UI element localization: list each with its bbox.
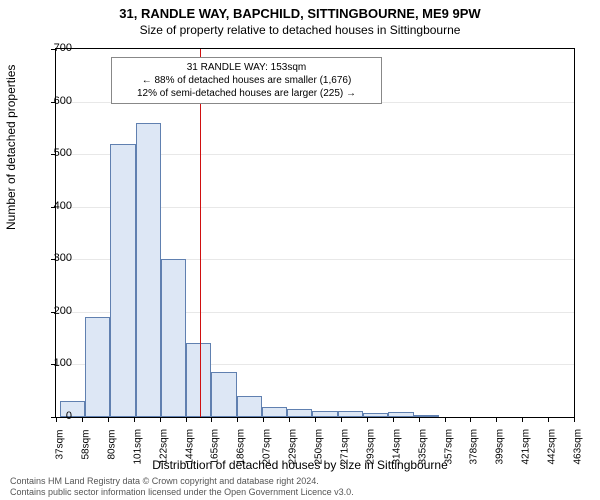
xtick-label: 165sqm	[210, 430, 221, 465]
histogram-bar	[161, 259, 186, 417]
xtick-mark	[108, 417, 109, 422]
histogram-bar	[262, 407, 287, 418]
xtick-mark	[315, 417, 316, 422]
xtick-label: 463sqm	[573, 430, 584, 465]
histogram-bar	[287, 409, 312, 417]
ytick-label: 100	[32, 357, 72, 369]
histogram-bar	[237, 396, 262, 417]
histogram-bar	[186, 343, 211, 417]
xtick-mark	[367, 417, 368, 422]
reference-line	[200, 49, 201, 417]
xtick-mark	[211, 417, 212, 422]
footer-line-2: Contains public sector information licen…	[10, 487, 354, 498]
xtick-label: 229sqm	[288, 430, 299, 465]
xtick-mark	[470, 417, 471, 422]
footer-line-1: Contains HM Land Registry data © Crown c…	[10, 476, 354, 487]
xtick-label: 421sqm	[521, 430, 532, 465]
xtick-mark	[289, 417, 290, 422]
histogram-bar	[110, 144, 135, 417]
ytick-label: 600	[32, 95, 72, 107]
ytick-label: 400	[32, 200, 72, 212]
info-line-3: 12% of semi-detached houses are larger (…	[137, 87, 356, 100]
xtick-label: 101sqm	[132, 430, 143, 465]
histogram-bar	[312, 411, 337, 417]
xtick-mark	[82, 417, 83, 422]
xtick-mark	[134, 417, 135, 422]
chart-container: 31, RANDLE WAY, BAPCHILD, SITTINGBOURNE,…	[0, 0, 600, 500]
xtick-mark	[574, 417, 575, 422]
xtick-mark	[237, 417, 238, 422]
ytick-label: 0	[32, 410, 72, 422]
xtick-label: 37sqm	[55, 430, 66, 465]
info-box: 31 RANDLE WAY: 153sqm ← 88% of detached …	[111, 57, 382, 104]
ytick-label: 500	[32, 147, 72, 159]
xtick-label: 357sqm	[443, 430, 454, 465]
histogram-bar	[414, 415, 439, 417]
xtick-mark	[393, 417, 394, 422]
footer-text: Contains HM Land Registry data © Crown c…	[10, 476, 354, 498]
xtick-label: 378sqm	[469, 430, 480, 465]
xtick-mark	[186, 417, 187, 422]
ytick-label: 700	[32, 42, 72, 54]
chart-subtitle: Size of property relative to detached ho…	[0, 21, 600, 37]
xtick-label: 293sqm	[365, 430, 376, 465]
histogram-bar	[211, 372, 236, 417]
ytick-label: 200	[32, 305, 72, 317]
xtick-label: 314sqm	[391, 430, 402, 465]
xtick-label: 207sqm	[262, 430, 273, 465]
xtick-label: 186sqm	[236, 430, 247, 465]
xtick-label: 58sqm	[80, 430, 91, 465]
xtick-mark	[341, 417, 342, 422]
xtick-label: 442sqm	[547, 430, 558, 465]
xtick-label: 335sqm	[417, 430, 428, 465]
xtick-label: 80sqm	[106, 430, 117, 465]
xtick-mark	[496, 417, 497, 422]
xtick-mark	[160, 417, 161, 422]
info-line-1: 31 RANDLE WAY: 153sqm	[137, 61, 356, 74]
xtick-mark	[548, 417, 549, 422]
y-axis-label: Number of detached properties	[4, 65, 18, 230]
histogram-bar	[85, 317, 110, 417]
xtick-mark	[419, 417, 420, 422]
histogram-bar	[136, 123, 161, 417]
xtick-mark	[445, 417, 446, 422]
xtick-label: 144sqm	[184, 430, 195, 465]
plot-area: 31 RANDLE WAY: 153sqm ← 88% of detached …	[55, 48, 575, 418]
chart-title: 31, RANDLE WAY, BAPCHILD, SITTINGBOURNE,…	[0, 0, 600, 21]
ytick-label: 300	[32, 252, 72, 264]
xtick-mark	[263, 417, 264, 422]
xtick-label: 250sqm	[314, 430, 325, 465]
xtick-label: 399sqm	[495, 430, 506, 465]
xtick-label: 271sqm	[339, 430, 350, 465]
info-line-2: ← 88% of detached houses are smaller (1,…	[137, 74, 356, 87]
xtick-label: 122sqm	[158, 430, 169, 465]
xtick-mark	[522, 417, 523, 422]
